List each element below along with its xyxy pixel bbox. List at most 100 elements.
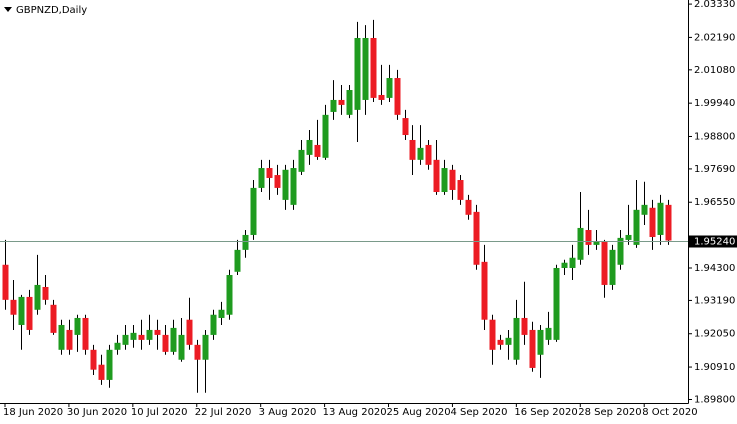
candle-body-up [250, 187, 257, 235]
candle-body-up [18, 296, 25, 325]
candle-body-down [402, 118, 409, 136]
candle-body-down [2, 264, 9, 300]
candle-body-up [386, 78, 393, 98]
candle-body-up [641, 204, 648, 215]
candle-body-down [82, 317, 89, 350]
candle-body-down [489, 319, 496, 350]
candle-body-up [34, 284, 41, 310]
candle-body-up [617, 237, 624, 265]
candle-body-down [601, 241, 608, 285]
title-triangle [4, 7, 12, 12]
candle-body-up [577, 227, 584, 260]
candle-body-up [441, 168, 448, 193]
candle-body-up [130, 332, 137, 340]
y-tick-label: 1.94300 [694, 263, 735, 274]
x-tick-label: 18 Jun 2020 [3, 407, 63, 418]
candle-body-up [362, 37, 369, 100]
x-tick-label: 8 Oct 2020 [642, 407, 697, 418]
candle-body-down [425, 144, 432, 165]
candle-body-up [561, 262, 568, 268]
candle-body-up [74, 317, 81, 335]
candle-body-up [234, 249, 241, 272]
candle-body-down [449, 169, 456, 190]
candle-body-down [138, 334, 145, 340]
candle-body-down [585, 229, 592, 245]
candle-body-down [649, 207, 656, 238]
candle-body-up [290, 168, 297, 205]
candle-body-up [346, 90, 353, 115]
candle-body-up [330, 99, 337, 112]
chart-title: GBPNZD,Daily [16, 5, 87, 16]
y-tick-label: 1.99940 [694, 98, 735, 109]
candle-body-up [226, 274, 233, 315]
x-tick-label: 13 Aug 2020 [323, 407, 387, 418]
candle-body-up [505, 337, 512, 345]
candle-body-down [186, 319, 193, 345]
candle-body-down [66, 329, 73, 350]
candle-body-up [298, 149, 305, 172]
candle-body-down [10, 299, 17, 315]
candle-body-up [417, 147, 424, 160]
candle-body-down [529, 329, 536, 368]
candle-body-up [210, 314, 217, 335]
y-tick-label: 1.96550 [694, 197, 735, 208]
candle-body-up [218, 309, 225, 318]
candle-body-up [306, 139, 313, 155]
candle-body-up [553, 267, 560, 340]
candle-body-down [42, 286, 49, 300]
x-tick-label: 4 Sep 2020 [450, 407, 507, 418]
y-tick-label: 1.97690 [694, 164, 735, 175]
candle-body-down [314, 144, 321, 157]
candle-body-down [194, 344, 201, 360]
candle-body-down [162, 334, 169, 352]
y-tick-label: 1.89800 [694, 394, 735, 405]
candle-body-up [258, 168, 265, 188]
candle-body-up [609, 249, 616, 285]
candle-body-up [58, 324, 65, 350]
candle-body-up [545, 327, 552, 340]
x-tick-label: 30 Jun 2020 [67, 407, 127, 418]
candle-body-up [513, 317, 520, 360]
candle-body-down [50, 304, 57, 333]
candle-body-up [242, 234, 249, 250]
y-tick-label: 2.01080 [694, 65, 735, 76]
x-tick-label: 28 Sep 2020 [578, 407, 641, 418]
candle-body-up [146, 329, 153, 340]
x-tick-label: 3 Aug 2020 [259, 407, 317, 418]
candle-body-up [354, 37, 361, 110]
x-tick-label: 25 Aug 2020 [387, 407, 451, 418]
candle-body-up [569, 257, 576, 268]
candle-body-up [322, 114, 329, 158]
candle-body-down [497, 339, 504, 345]
candle-body-down [274, 175, 281, 188]
candle-body-down [665, 204, 672, 241]
candle-body-up [282, 169, 289, 200]
candle-body-up [114, 342, 121, 350]
candle-body-down [433, 159, 440, 193]
y-tick-label: 1.98800 [694, 131, 735, 142]
candle-body-up [593, 241, 600, 245]
x-tick-label: 22 Jul 2020 [195, 407, 252, 418]
candle-body-down [154, 329, 161, 335]
x-tick-label: 10 Jul 2020 [131, 407, 188, 418]
y-tick-label: 2.03330 [694, 0, 735, 10]
current-price-box [689, 235, 737, 248]
candle-body-up [178, 334, 185, 360]
candle-body-down [378, 94, 385, 100]
candle-body-down [521, 317, 528, 335]
current-price-label: 1.95240 [694, 237, 735, 248]
y-tick-label: 1.90910 [694, 362, 735, 373]
candle-body-down [457, 180, 464, 200]
y-tick-label: 1.93190 [694, 295, 735, 306]
x-tick-label: 16 Sep 2020 [514, 407, 577, 418]
candle-body-down [98, 364, 105, 380]
candle-body-down [465, 199, 472, 215]
candle-body-down [26, 296, 33, 330]
candle-body-down [338, 99, 345, 105]
candle-body-down [266, 168, 273, 178]
candle-body-down [90, 349, 97, 370]
candle-body-up [202, 334, 209, 360]
candle-body-up [657, 202, 664, 235]
candle-body-down [409, 139, 416, 160]
candle-body-down [394, 78, 401, 115]
